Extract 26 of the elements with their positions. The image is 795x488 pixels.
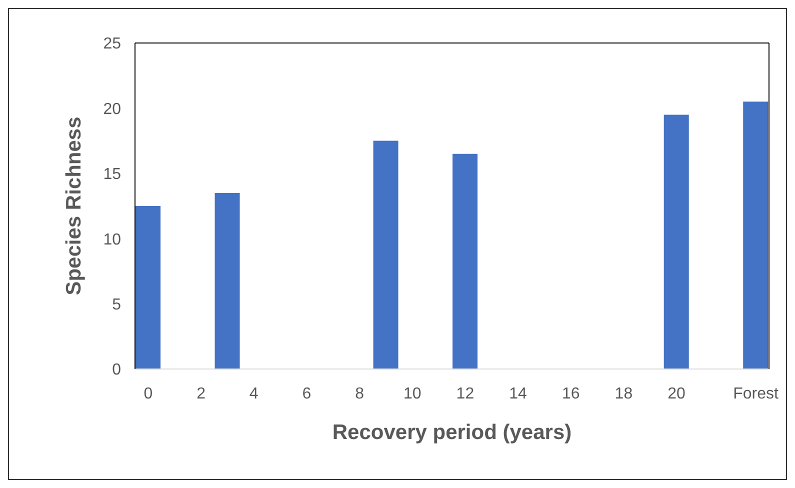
x-tick-label: 16 bbox=[562, 385, 580, 402]
x-axis-title: Recovery period (years) bbox=[332, 420, 572, 444]
bar bbox=[452, 154, 478, 369]
bar bbox=[136, 206, 161, 369]
bar bbox=[664, 114, 689, 369]
y-tick-label: 0 bbox=[112, 362, 122, 379]
x-tick-label: 6 bbox=[302, 385, 312, 402]
y-axis-title: Species Richness bbox=[62, 116, 86, 296]
x-tick-label: 20 bbox=[668, 385, 686, 402]
x-tick-label: 18 bbox=[614, 385, 633, 402]
bar bbox=[743, 102, 768, 369]
x-tick-label: 2 bbox=[196, 385, 206, 402]
y-tick-label: 10 bbox=[103, 231, 122, 248]
y-tick-label: 20 bbox=[103, 100, 122, 118]
bar bbox=[373, 140, 398, 369]
x-tick-label: 4 bbox=[249, 385, 258, 402]
x-tick-label: 14 bbox=[509, 385, 528, 402]
x-tick-label: 10 bbox=[403, 385, 422, 402]
bar bbox=[214, 192, 240, 369]
x-tick-label: 8 bbox=[355, 385, 364, 402]
x-tick-label: Forest bbox=[733, 385, 780, 402]
y-tick-label: 25 bbox=[103, 36, 122, 53]
y-tick-label: 15 bbox=[103, 166, 122, 184]
x-tick-label: 0 bbox=[144, 385, 153, 402]
x-tick-label: 12 bbox=[456, 385, 474, 402]
y-tick-label: 5 bbox=[112, 296, 122, 314]
